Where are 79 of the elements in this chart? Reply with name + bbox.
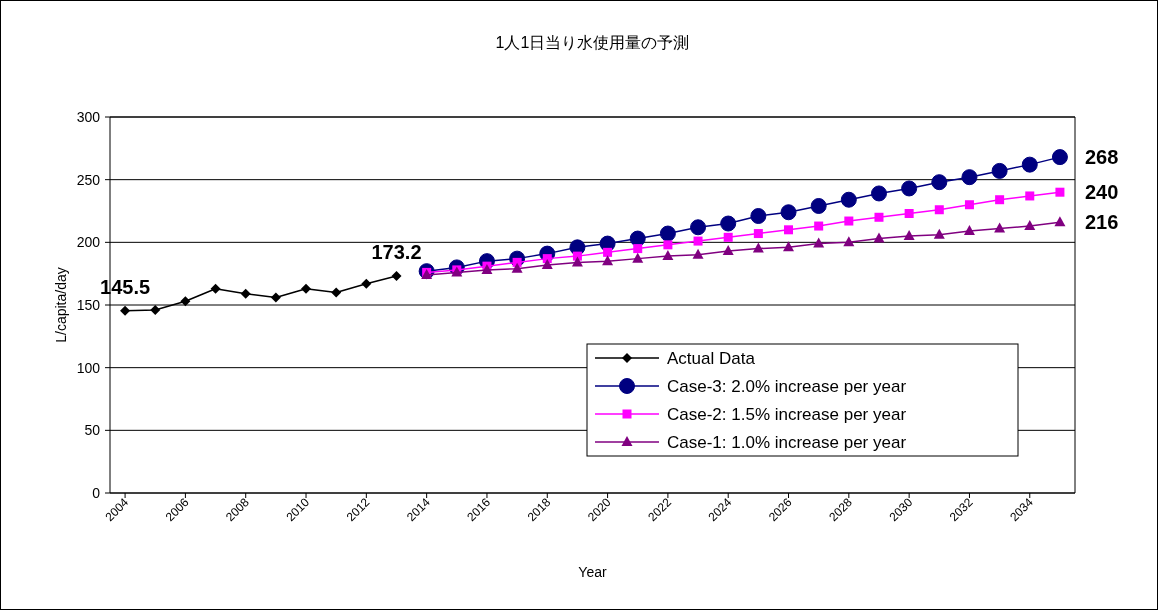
point	[633, 244, 643, 254]
point	[632, 252, 644, 263]
legend-label: Case-2: 1.5% increase per year	[667, 405, 907, 424]
point	[933, 228, 945, 239]
point	[844, 216, 854, 226]
point	[813, 237, 825, 248]
legend-label: Case-1: 1.0% increase per year	[667, 433, 907, 452]
point	[1025, 191, 1035, 201]
point	[934, 205, 944, 215]
y-tick-label: 50	[84, 422, 101, 439]
point	[964, 200, 974, 210]
point	[150, 305, 161, 316]
point	[931, 174, 948, 191]
point	[270, 292, 281, 303]
point	[301, 283, 312, 294]
point	[1021, 156, 1038, 173]
x-axis-title: Year	[578, 564, 607, 580]
y-tick-label: 150	[76, 297, 101, 313]
point	[843, 236, 855, 247]
y-tick-label: 0	[92, 485, 101, 501]
point	[692, 248, 704, 259]
point	[750, 208, 767, 225]
point	[361, 278, 372, 289]
point	[511, 262, 523, 273]
point	[783, 241, 795, 252]
y-tick-label: 100	[76, 359, 101, 376]
y-tick-label: 300	[76, 109, 101, 125]
point	[780, 204, 797, 221]
point	[995, 195, 1005, 205]
point	[663, 240, 673, 250]
point	[331, 287, 342, 298]
point	[903, 230, 915, 241]
point	[963, 225, 975, 236]
point	[603, 247, 613, 257]
point	[723, 232, 733, 242]
point	[602, 255, 614, 266]
point	[994, 222, 1006, 233]
point	[210, 283, 221, 294]
point	[810, 197, 827, 214]
point	[1051, 149, 1068, 166]
point	[629, 230, 646, 247]
point	[1054, 216, 1066, 227]
point	[1024, 220, 1036, 231]
point	[662, 250, 674, 261]
legend-label: Case-3: 2.0% increase per year	[667, 377, 907, 396]
point	[722, 245, 734, 256]
point	[961, 169, 978, 186]
point	[693, 236, 703, 246]
annotation: 240	[1085, 181, 1119, 204]
point	[659, 225, 676, 242]
point	[901, 180, 918, 197]
point	[814, 221, 824, 231]
point	[1055, 187, 1065, 197]
point	[904, 209, 914, 219]
point	[571, 256, 583, 267]
annotation: 145.5	[100, 275, 151, 298]
point	[873, 232, 885, 243]
annotation: 268	[1085, 146, 1119, 169]
point	[991, 162, 1008, 179]
chart-title: 1人1日当り水使用量の予測	[495, 34, 690, 51]
point	[753, 229, 763, 239]
point	[240, 288, 251, 299]
y-tick-label: 200	[76, 234, 101, 251]
point	[784, 225, 794, 235]
legend-label: Actual Data	[667, 349, 756, 368]
y-tick-label: 250	[76, 171, 101, 188]
point	[541, 258, 553, 269]
point	[720, 215, 737, 232]
point	[752, 242, 764, 253]
point	[690, 219, 707, 236]
point	[391, 270, 402, 281]
point	[840, 191, 857, 208]
annotation: 173.2	[371, 240, 422, 263]
point	[180, 296, 191, 307]
point	[120, 305, 131, 316]
point	[874, 212, 884, 222]
point	[870, 185, 887, 202]
y-axis-title: L/capita/day	[53, 267, 69, 343]
annotation: 216	[1085, 211, 1119, 234]
